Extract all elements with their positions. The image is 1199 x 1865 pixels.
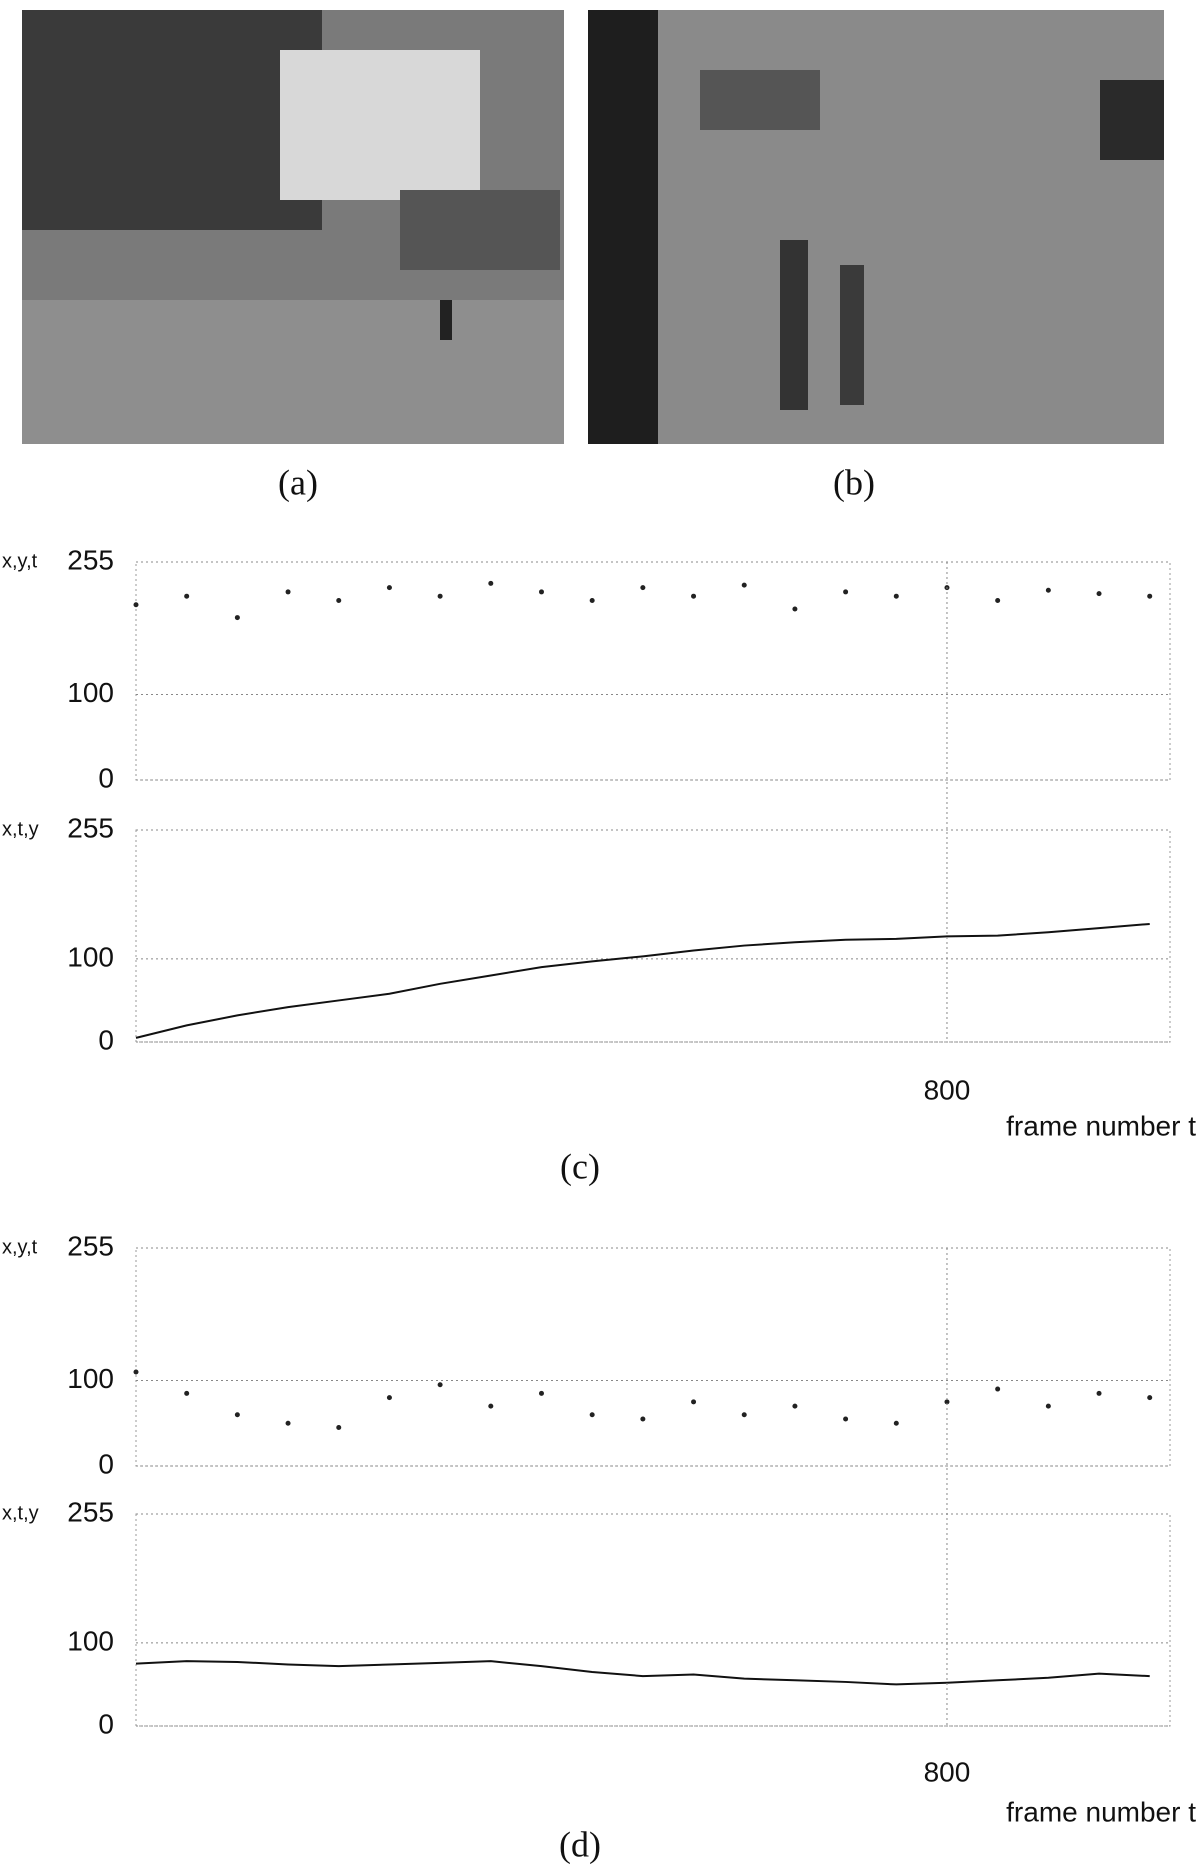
data-point [640,1416,646,1422]
data-point [488,580,494,586]
data-line [135,922,1150,1039]
y-tick-label: 255 [67,812,114,843]
photo-caption: (b) [833,462,875,502]
x-tick-label: 800 [924,1756,971,1787]
data-point [1045,1403,1051,1409]
y-tick-label: 100 [67,677,114,708]
data-point [1045,587,1051,593]
y-tick-label: 255 [67,1230,114,1261]
data-point [285,1420,291,1426]
data-point [843,1416,849,1422]
data-point [741,582,747,588]
data-point [640,585,646,591]
data-point [843,589,849,595]
y-tick-label: 0 [98,762,114,793]
data-point [995,597,1001,603]
y-axis-label: x,y,t [2,550,38,572]
data-point [285,589,291,595]
plot-frame [135,1513,1171,1727]
data-point [944,1399,950,1405]
data-point [741,1412,747,1418]
data-point [792,606,798,612]
y-axis-label: x,t,y [2,818,39,840]
data-point [792,1403,798,1409]
data-point [538,1390,544,1396]
y-tick-label: 100 [67,1363,114,1394]
y-tick-label: 100 [67,941,114,972]
plot-frame [135,1247,1171,1467]
photo-b [588,10,1164,444]
data-point [234,1412,240,1418]
y-axis-label: x,t,y [2,1502,39,1524]
chart-caption: (d) [559,1824,601,1864]
y-tick-label: 0 [98,1024,114,1055]
data-point [437,593,443,599]
data-point [995,1386,1001,1392]
x-axis-label: frame number t [1006,1110,1196,1141]
data-point [893,1420,899,1426]
y-tick-label: 100 [67,1625,114,1656]
photo-a [22,10,564,444]
x-tick-label: 800 [924,1074,971,1105]
data-point [386,585,392,591]
y-tick-label: 255 [67,1496,114,1527]
data-point [589,597,595,603]
data-point [488,1403,494,1409]
data-point [893,593,899,599]
data-point [184,593,190,599]
data-point [336,1425,342,1431]
data-point [184,1390,190,1396]
data-point [691,593,697,599]
data-point [234,615,240,621]
data-point [589,1412,595,1418]
plot-frame [135,561,1171,781]
plot-frame [135,829,1171,1043]
data-point [691,1399,697,1405]
data-point [538,589,544,595]
data-point [386,1395,392,1401]
data-point [1096,591,1102,597]
data-point [133,1369,139,1375]
y-tick-label: 255 [67,544,114,575]
x-axis-label: frame number t [1006,1796,1196,1827]
data-point [1147,1395,1153,1401]
y-axis-label: x,y,t [2,1236,38,1258]
y-tick-label: 0 [98,1448,114,1479]
photo-caption: (a) [278,462,318,502]
data-line [135,1660,1150,1686]
data-point [1147,593,1153,599]
chart-caption: (c) [560,1146,600,1186]
data-point [437,1382,443,1388]
data-point [1096,1390,1102,1396]
data-point [133,602,139,608]
data-point [336,597,342,603]
y-tick-label: 0 [98,1708,114,1739]
